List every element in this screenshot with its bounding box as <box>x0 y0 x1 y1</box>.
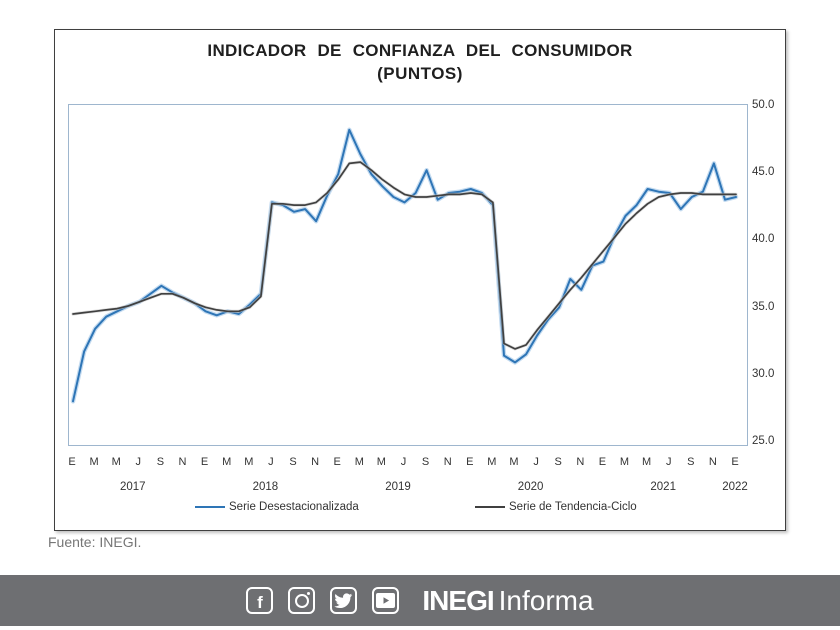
youtube-icon[interactable] <box>372 587 400 614</box>
twitter-icon[interactable] <box>330 587 358 614</box>
legend-item-desestacionalizada: Serie Desestacionalizada <box>195 501 359 513</box>
twitter-bird <box>334 593 353 609</box>
series-serie-de-tendencia-ciclo <box>72 161 737 350</box>
plot-area <box>68 104 748 446</box>
x-tick-label: M <box>509 456 519 468</box>
x-tick-label: N <box>576 456 585 468</box>
inegi-informa-logo[interactable]: INEGI Informa <box>422 585 593 617</box>
x-tick-label: M <box>619 456 630 468</box>
year-label-2019: 2019 <box>385 481 411 493</box>
source-note: Fuente: INEGI. <box>48 534 142 550</box>
x-tick-label: E <box>333 456 341 468</box>
legend-item-tendencia-ciclo: Serie de Tendencia-Ciclo <box>475 501 637 513</box>
y-tick-label: 25.0 <box>752 435 775 447</box>
x-tick-label: N <box>311 456 320 468</box>
x-tick-label: J <box>533 456 539 468</box>
year-label-2020: 2020 <box>517 481 544 493</box>
x-tick-label: M <box>89 456 99 468</box>
x-tick-label: N <box>178 456 187 468</box>
y-tick-label: 35.0 <box>752 301 775 313</box>
year-label-2017: 2017 <box>120 481 146 493</box>
youtube-play <box>376 593 396 608</box>
year-label-2022: 2022 <box>722 481 748 493</box>
chart-subtitle: (PUNTOS) <box>377 64 463 83</box>
x-tick-label: E <box>598 456 607 468</box>
x-tick-label: E <box>68 456 76 468</box>
x-tick-label: J <box>665 456 672 468</box>
x-tick-label: S <box>687 456 695 468</box>
x-tick-label: M <box>354 456 364 468</box>
x-tick-label: M <box>111 456 121 468</box>
x-tick-label: M <box>222 456 232 468</box>
series-serie-desestacionalizada <box>70 127 739 404</box>
legend-line-blue <box>195 506 225 508</box>
x-tick-label: J <box>268 456 274 468</box>
y-tick-label: 45.0 <box>752 166 775 178</box>
year-label-2021: 2021 <box>650 481 676 493</box>
year-label-2018: 2018 <box>252 481 279 493</box>
y-tick-label: 40.0 <box>752 233 775 245</box>
logo-informa: Informa <box>498 584 594 616</box>
footer-bar: f INEGI Informa <box>0 575 840 626</box>
series-serie-desestacionalizada <box>72 128 737 403</box>
legend-label: Serie de Tendencia-Ciclo <box>509 501 637 513</box>
series-serie-de-tendencia-ciclo <box>71 160 738 351</box>
x-tick-label: S <box>421 456 430 468</box>
y-tick-label: 50.0 <box>752 99 775 111</box>
facebook-icon[interactable]: f <box>246 587 274 614</box>
x-tick-label: S <box>289 456 297 468</box>
x-tick-label: N <box>708 456 717 468</box>
x-tick-label: M <box>642 456 652 468</box>
chart-title: INDICADOR DE CONFIANZA DEL CONSUMIDOR <box>207 41 633 60</box>
x-tick-label: S <box>554 456 562 468</box>
legend-line-dark <box>475 506 505 508</box>
line-chart <box>70 127 739 404</box>
chart-card: INDICADOR DE CONFIANZA DEL CONSUMIDOR (P… <box>54 29 786 531</box>
x-tick-label: J <box>400 456 407 468</box>
y-tick-label: 30.0 <box>752 368 775 380</box>
x-tick-label: M <box>244 456 254 468</box>
x-tick-label: E <box>731 456 739 468</box>
legend-label: Serie Desestacionalizada <box>229 501 359 513</box>
instagram-icon[interactable] <box>288 587 316 614</box>
x-tick-label: M <box>487 456 497 468</box>
logo-inegi: INEGI <box>422 584 494 616</box>
x-tick-label: E <box>200 456 209 468</box>
x-tick-label: E <box>466 456 474 468</box>
x-tick-label: M <box>376 456 386 468</box>
x-tick-label: N <box>443 456 452 468</box>
x-tick-label: S <box>156 456 165 468</box>
x-tick-label: J <box>135 456 142 468</box>
